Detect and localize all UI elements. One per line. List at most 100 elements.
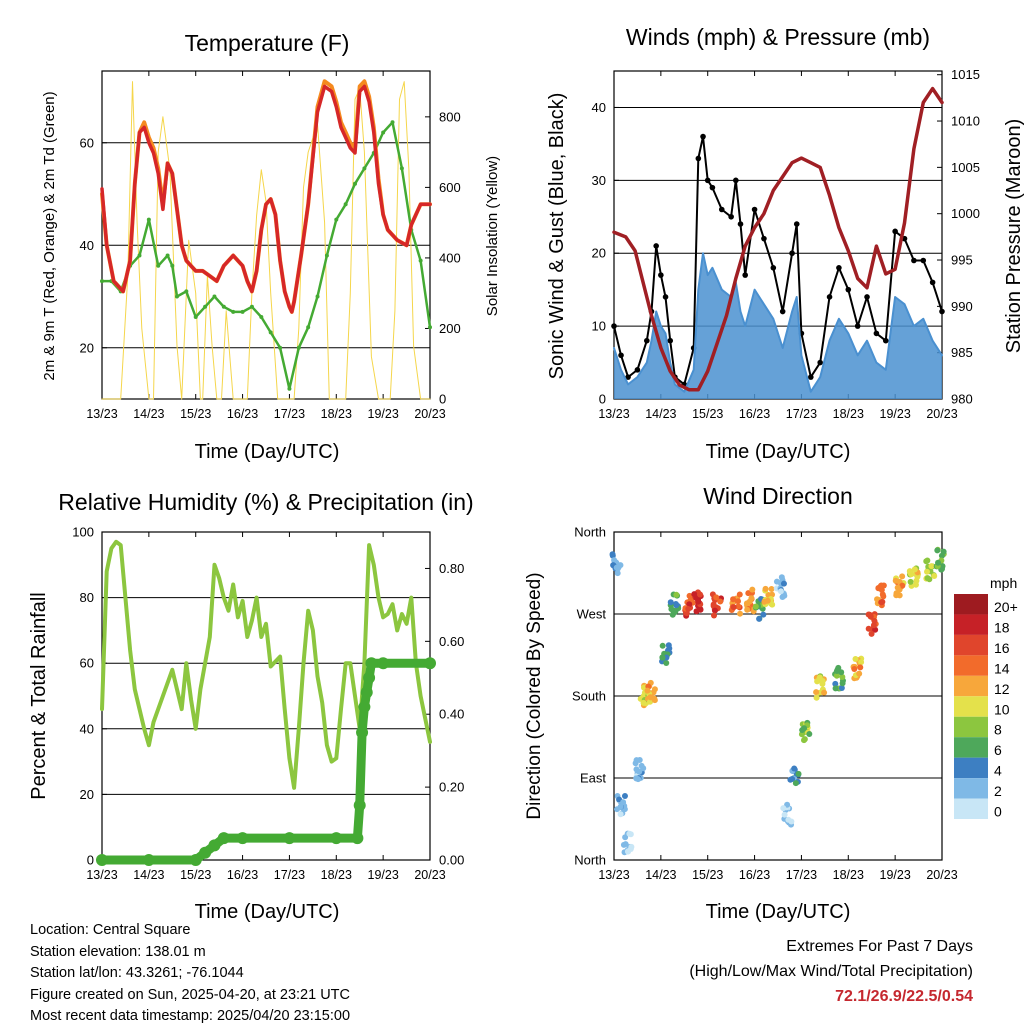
direction-point (934, 547, 941, 554)
direction-point (686, 601, 693, 608)
y-tick-label: 60 (80, 656, 94, 671)
gust-point (658, 272, 664, 278)
direction-point (868, 630, 875, 637)
y2-tick-label: 600 (439, 180, 461, 195)
direction-point (737, 610, 744, 617)
direction-point (735, 598, 742, 605)
dewpoint-point (268, 330, 273, 335)
direction-point (833, 672, 840, 679)
y2-tick-label: 800 (439, 109, 461, 124)
winds-ylabel: Sonic Wind & Gust (Blue, Black) (546, 93, 568, 380)
humidity-title: Relative Humidity (%) & Precipitation (i… (58, 489, 473, 515)
direction-point (773, 578, 780, 585)
direction-ylabel: Direction (Colored By Speed) (524, 572, 545, 819)
y-tick-label: South (572, 689, 606, 704)
direction-xlabel: Time (Day/UTC) (706, 901, 851, 923)
dewpoint-point (428, 325, 432, 330)
direction-point (880, 593, 887, 600)
direction-point (872, 626, 879, 633)
direction-point (614, 806, 621, 813)
direction-point (858, 659, 865, 666)
gust-point (845, 286, 852, 293)
direction-point (640, 765, 647, 772)
temperature-y2label: Solar Insolation (Yellow) (484, 156, 501, 316)
direction-point (667, 599, 674, 606)
plot-frame (101, 70, 431, 400)
y2-tick-label: 1000 (951, 206, 980, 221)
x-tick-label: 17/23 (274, 868, 305, 882)
colorbar-swatch (954, 634, 988, 656)
dewpoint-point (418, 258, 423, 263)
x-tick-label: 19/23 (368, 407, 399, 421)
direction-point (617, 811, 624, 818)
winds-y2label: Station Pressure (Maroon) (1003, 119, 1024, 354)
direction-point (924, 575, 931, 582)
dewpoint-point (381, 130, 386, 135)
gust-point (644, 337, 650, 344)
direction-point (816, 674, 823, 681)
dewpoint-point (221, 304, 226, 309)
gust-point (793, 221, 800, 227)
direction-point (736, 591, 743, 598)
direction-point (940, 548, 947, 555)
dewpoint-point (315, 294, 320, 299)
colorbar-label: 6 (994, 742, 1002, 758)
dewpoint-point (212, 294, 217, 299)
direction-point (621, 792, 628, 799)
direction-point (693, 608, 700, 615)
direction-point (838, 685, 845, 692)
precip-point (142, 854, 155, 866)
direction-point (896, 592, 903, 599)
colorbar-label: 8 (994, 722, 1002, 738)
direction-point (659, 654, 666, 661)
dewpoint-point (146, 217, 151, 222)
temperature-title: Temperature (F) (185, 30, 350, 56)
x-tick-label: 18/23 (833, 868, 864, 882)
dewpoint-point (165, 253, 170, 258)
gust-point (761, 235, 767, 242)
station-elevation: Station elevation: 138.01 m (30, 943, 206, 960)
direction-point (756, 615, 763, 622)
colorbar-label: 2 (994, 783, 1002, 799)
colorbar-label: 10 (994, 701, 1010, 717)
direction-point (673, 602, 680, 609)
direction-point (907, 578, 914, 585)
x-tick-label: 14/23 (645, 868, 676, 882)
direction-point (806, 730, 813, 737)
direction-point (640, 699, 647, 706)
gust-line (613, 135, 943, 386)
colorbar-swatch (954, 696, 988, 717)
colorbar-label: 16 (994, 640, 1010, 656)
sonic-wind-line (613, 252, 943, 393)
y2-tick-label: 0.60 (439, 634, 464, 649)
dewpoint-point (240, 309, 245, 314)
direction-point (894, 584, 901, 591)
gust-point (751, 206, 758, 213)
colorbar-swatch (954, 798, 988, 819)
precip-point (358, 700, 371, 713)
y2-tick-label: 0 (439, 392, 446, 407)
gust-point (634, 367, 641, 373)
y-tick-label: 40 (80, 238, 94, 253)
x-tick-label: 14/23 (133, 407, 164, 421)
dewpoint-point (390, 120, 395, 125)
precip-line (97, 658, 435, 865)
colorbar-label: 4 (994, 763, 1002, 779)
direction-point (673, 591, 680, 598)
direction-point (620, 841, 627, 848)
y-tick-label: 20 (592, 246, 606, 261)
direction-point (636, 768, 643, 775)
y-tick-label: 80 (80, 590, 94, 605)
precip-point (96, 854, 108, 866)
direction-point (911, 566, 918, 573)
precip-point (365, 657, 378, 670)
direction-point (787, 776, 794, 783)
dewpoint-point (296, 345, 301, 350)
x-tick-label: 19/23 (880, 868, 911, 882)
gust-point (662, 294, 669, 300)
x-tick-label: 13/23 (598, 407, 629, 421)
direction-point (762, 585, 769, 592)
precip-point (189, 854, 202, 866)
extremes-subtitle: (High/Low/Max Wind/Total Precipitation) (689, 963, 973, 980)
dewpoint-point (362, 166, 367, 171)
